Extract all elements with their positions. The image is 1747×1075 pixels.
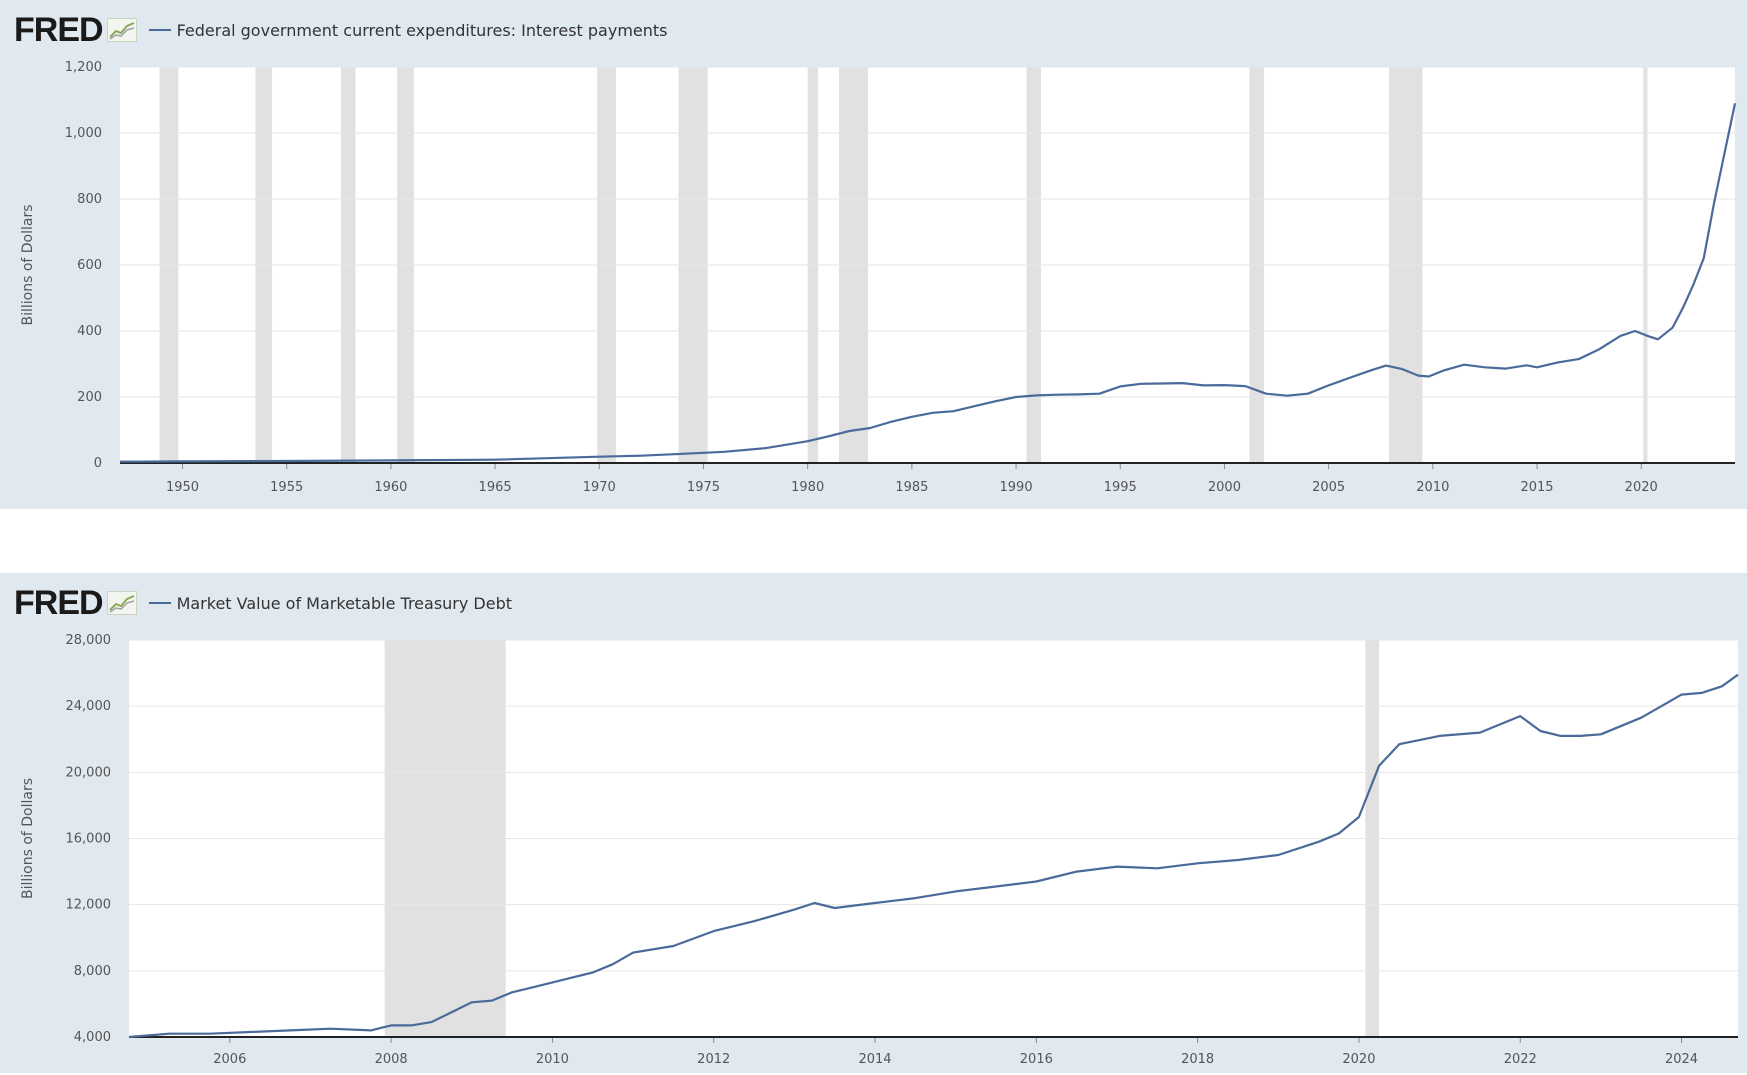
y-tick-label: 600 xyxy=(77,258,102,273)
x-tick-label: 1950 xyxy=(166,480,199,495)
interest-payments-chart: 0 200 400 600 800 1,000 1,200 1950 1955 1960 1965 1… xyxy=(20,60,1737,495)
y-tick-label: 400 xyxy=(77,324,102,339)
x-tick-label: 2005 xyxy=(1312,480,1345,495)
fred-logo[interactable]: FRED xyxy=(14,584,104,622)
legend-series-label: Federal government current expenditures:… xyxy=(176,20,668,40)
fred-logo[interactable]: FRED xyxy=(14,11,104,49)
chart-header: FRED Federal government current expendit… xyxy=(14,10,668,50)
chart-header: FRED Market Value of Marketable Treasury… xyxy=(14,583,512,623)
x-tick-label: 2018 xyxy=(1181,1052,1214,1067)
x-tick-label: 2012 xyxy=(697,1052,730,1067)
fred-line-chart-icon[interactable] xyxy=(106,591,137,615)
fred-line-chart-icon[interactable] xyxy=(106,18,137,42)
x-tick-label: 1965 xyxy=(479,480,512,495)
legend[interactable]: Federal government current expenditures:… xyxy=(148,20,668,40)
x-tick-label: 2022 xyxy=(1504,1052,1537,1067)
x-tick-label: 1955 xyxy=(270,480,303,495)
legend-series-label: Market Value of Marketable Treasury Debt xyxy=(176,593,513,613)
legend-line-swatch xyxy=(148,602,171,604)
x-tick-label: 2010 xyxy=(536,1052,569,1067)
x-tick-label: 2015 xyxy=(1520,480,1553,495)
series-line xyxy=(128,673,1739,1039)
y-tick-label: 4,000 xyxy=(74,1030,111,1045)
y-tick-label: 24,000 xyxy=(66,699,112,714)
y-tick-label: 8,000 xyxy=(74,964,111,979)
x-tick-label: 1985 xyxy=(895,480,928,495)
y-tick-label: 200 xyxy=(77,390,102,405)
y-tick-label: 1,200 xyxy=(65,60,102,75)
x-tick-label: 1960 xyxy=(374,480,407,495)
series-line xyxy=(119,103,1737,463)
y-axis-title: Billions of Dollars xyxy=(20,778,36,899)
x-tick-label: 1970 xyxy=(583,480,616,495)
x-tick-label: 1995 xyxy=(1104,480,1137,495)
y-tick-label: 12,000 xyxy=(66,898,112,913)
y-axis-title: Billions of Dollars xyxy=(20,204,36,325)
chart-panel-interest-payments: FRED Federal government current expendit… xyxy=(0,0,1747,509)
treasury-debt-chart: 4,000 8,000 12,000 16,000 20,000 24,000 28,000… xyxy=(20,633,1739,1067)
y-tick-label: 1,000 xyxy=(65,126,102,141)
x-tick-label: 2020 xyxy=(1342,1052,1375,1067)
y-tick-label: 0 xyxy=(94,456,102,471)
x-tick-label: 1990 xyxy=(1000,480,1033,495)
chart-panel-treasury-debt: FRED Market Value of Marketable Treasury… xyxy=(0,573,1747,1073)
y-tick-label: 20,000 xyxy=(66,765,112,780)
y-tick-label: 16,000 xyxy=(66,832,112,847)
x-tick-label: 2020 xyxy=(1625,480,1658,495)
x-tick-label: 2024 xyxy=(1665,1052,1698,1067)
x-tick-label: 2010 xyxy=(1416,480,1449,495)
legend[interactable]: Market Value of Marketable Treasury Debt xyxy=(148,593,513,613)
x-tick-label: 2016 xyxy=(1020,1052,1053,1067)
y-tick-label: 800 xyxy=(77,192,102,207)
x-tick-label: 2014 xyxy=(858,1052,891,1067)
x-tick-label: 2000 xyxy=(1208,480,1241,495)
y-tick-label: 28,000 xyxy=(66,633,112,648)
x-tick-label: 1980 xyxy=(791,480,824,495)
x-tick-label: 1975 xyxy=(687,480,720,495)
legend-line-swatch xyxy=(148,29,171,31)
x-tick-label: 2008 xyxy=(375,1052,408,1067)
x-tick-label: 2006 xyxy=(213,1052,246,1067)
